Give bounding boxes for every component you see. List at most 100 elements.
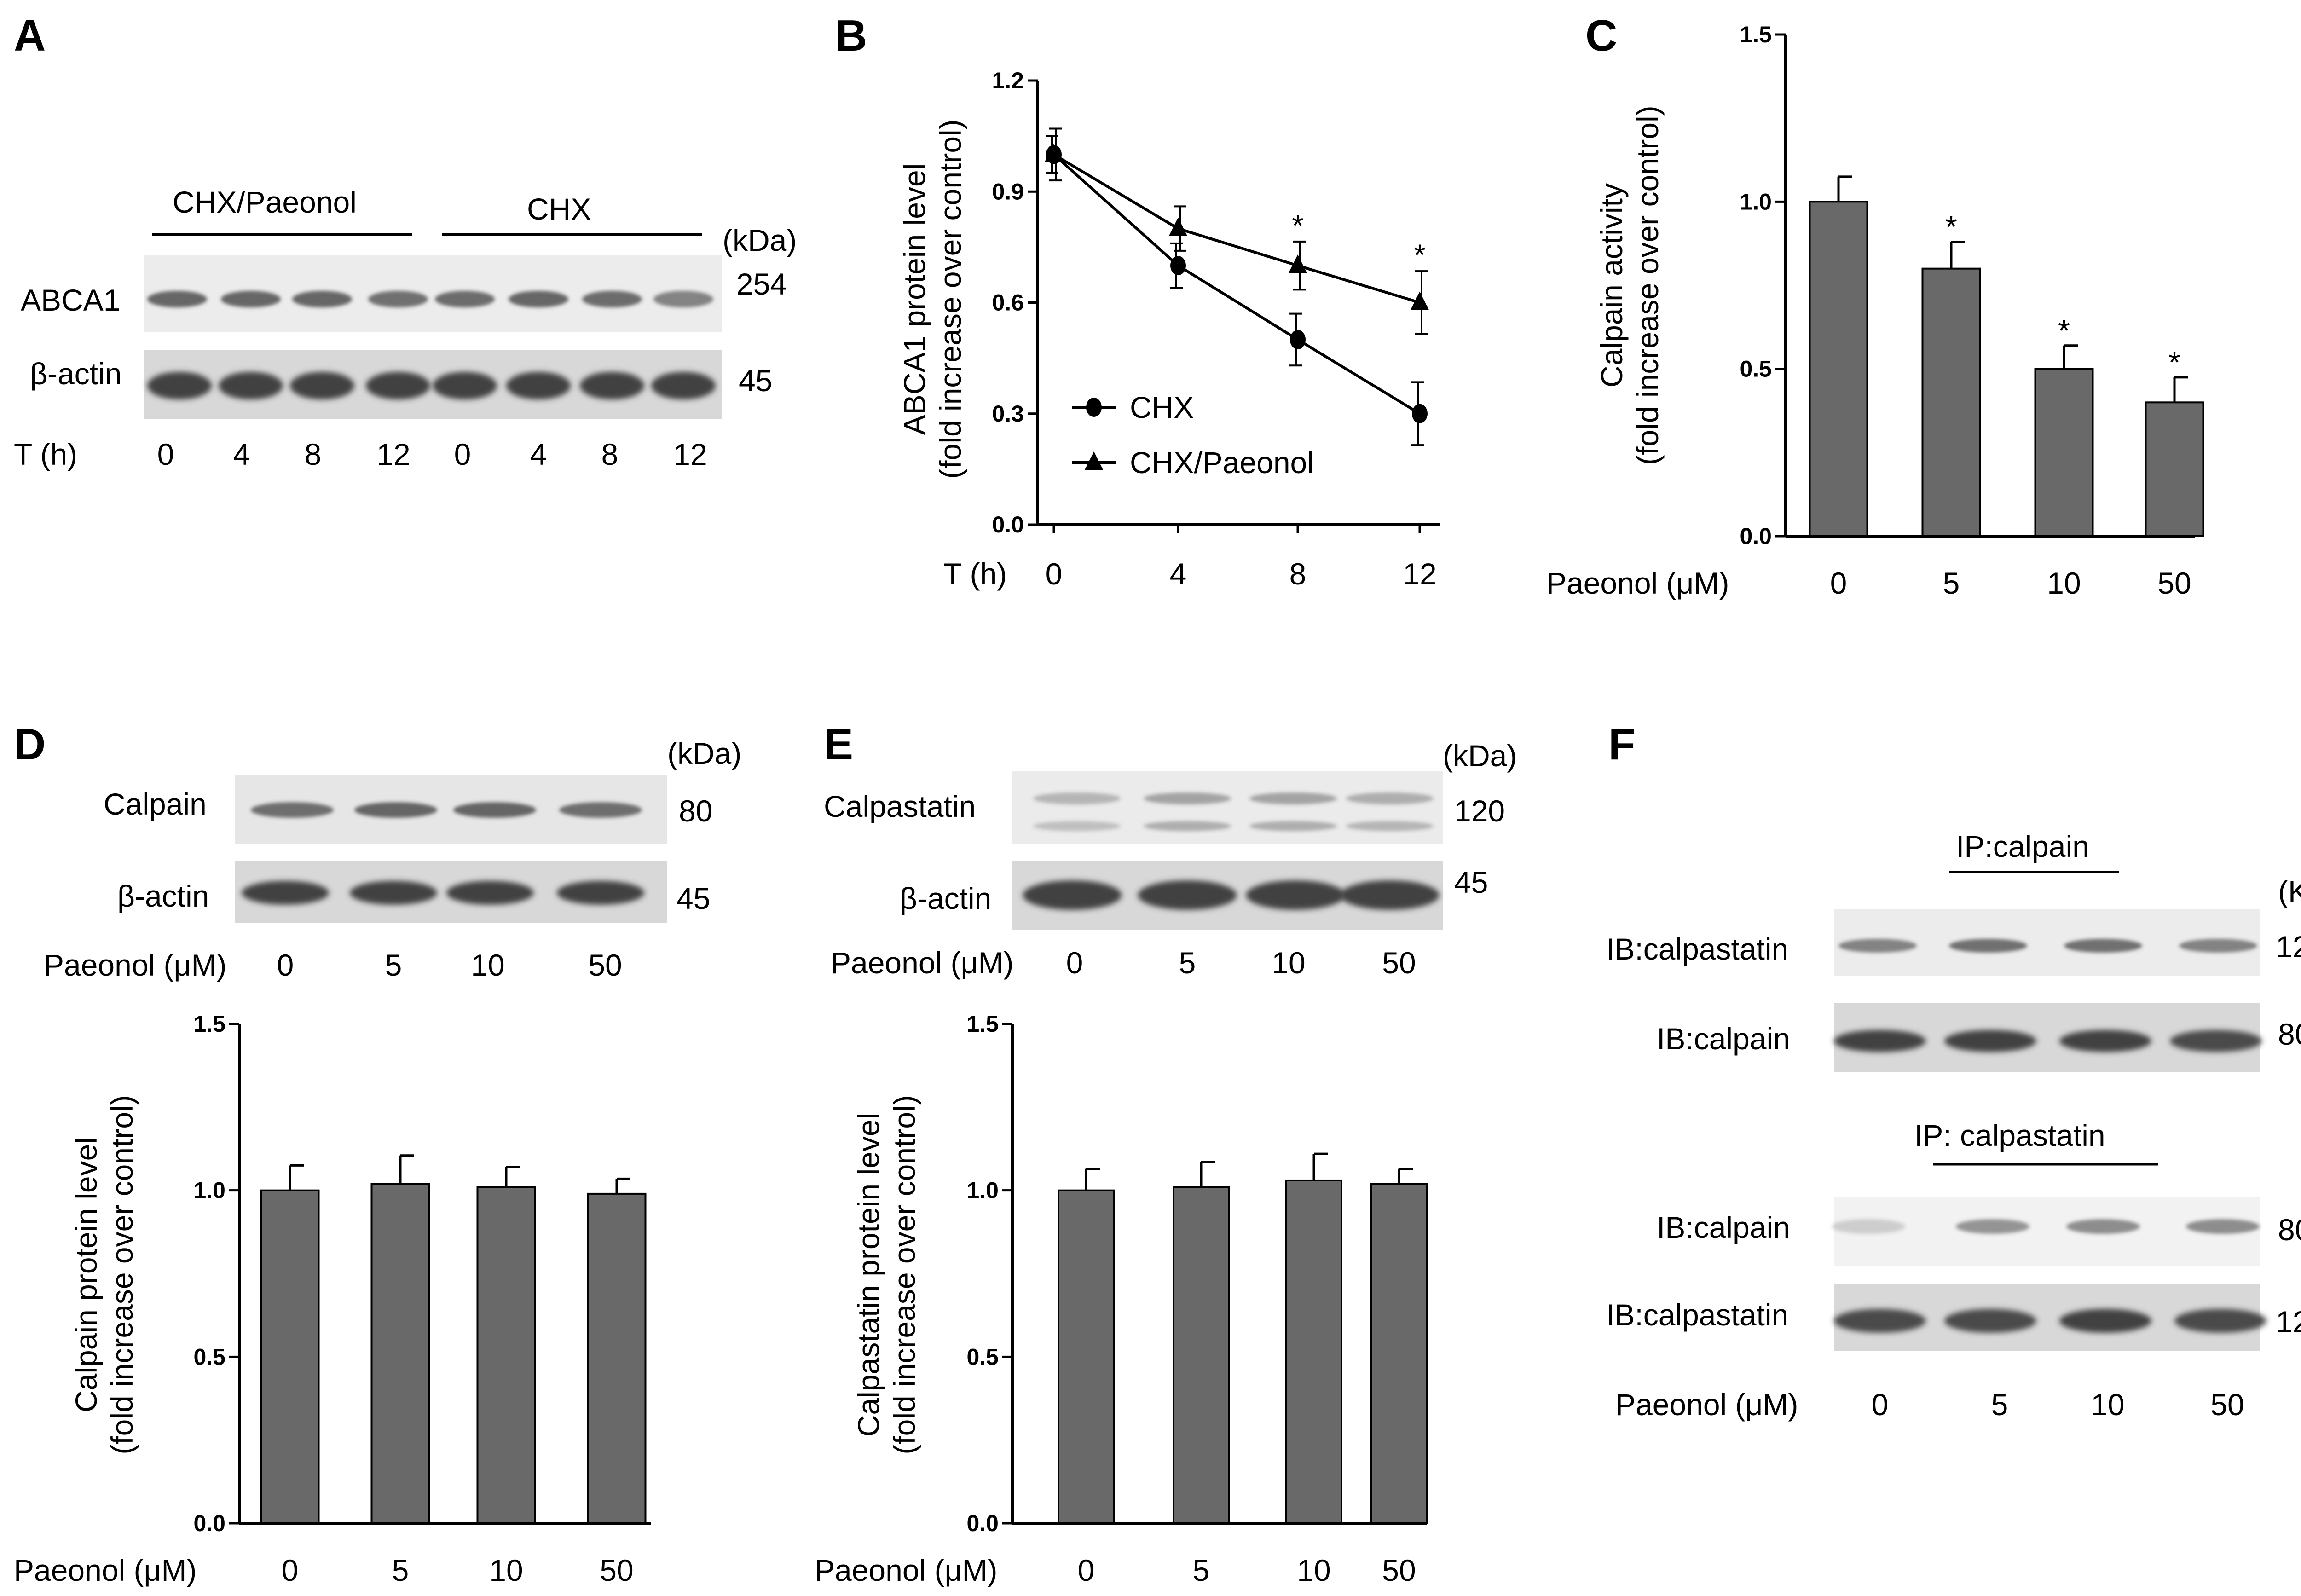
- blot-band: [1144, 821, 1231, 831]
- blot-band: [651, 372, 716, 399]
- panel-d-blot: (kDa) Calpain 80 β-actin 45 Paeonol (μM)…: [44, 736, 741, 982]
- blot-band: [2170, 1030, 2262, 1052]
- blot-band: [1138, 880, 1237, 910]
- y-axis-title-line: Calpain protein level: [69, 1137, 103, 1412]
- blot-band: [292, 291, 352, 307]
- blot-band: [251, 802, 334, 818]
- row-label-beta-actin: β-actin: [117, 879, 209, 913]
- blot-band: [2174, 1309, 2266, 1333]
- y-tick-label: 1.5: [193, 1011, 225, 1037]
- kda-header: (kDa): [1443, 739, 1517, 773]
- y-tick-label: 1.5: [1740, 22, 1772, 47]
- group-label-chx: CHX: [527, 192, 591, 226]
- significance-mark: *: [2168, 345, 2180, 379]
- data-point-circle: [1290, 330, 1306, 349]
- bands-calpastatin: [1033, 792, 1434, 831]
- x-tick-label: 10: [489, 1553, 523, 1587]
- x-tick-label: 50: [2157, 566, 2191, 600]
- blot-band: [368, 291, 428, 307]
- x-axis-title: Paeonol (μM): [14, 1553, 197, 1587]
- x-tick-label: 50: [600, 1553, 633, 1587]
- blot-band: [1144, 792, 1231, 804]
- blot-band: [1346, 792, 1434, 804]
- blot-band: [1944, 1309, 2036, 1333]
- blot-band: [1944, 1030, 2036, 1052]
- blot-strip-ib-calpain: [1834, 1197, 2260, 1266]
- x-tick-label: 0: [282, 1553, 299, 1587]
- kda-calpastatin: 120: [1454, 794, 1505, 828]
- kda-header: (kDa): [723, 223, 797, 257]
- blot-band: [290, 372, 354, 399]
- kda-ib-calpain: 80: [2278, 1017, 2301, 1051]
- group-label-chx-paeonol: CHX/Paeonol: [173, 185, 357, 219]
- row-label-ib-calpastatin: IB:calpastatin: [1606, 1298, 1788, 1332]
- row-label-beta-actin: β-actin: [900, 881, 991, 915]
- y-axis-title-line: Calpain activity: [1595, 183, 1629, 387]
- blot-band: [2179, 939, 2257, 953]
- lane-axis-label: T (h): [14, 437, 77, 471]
- lane-axis-label: Paeonol (μM): [44, 948, 227, 982]
- blot-band: [1838, 939, 1917, 953]
- y-tick-label: 1.0: [193, 1178, 225, 1203]
- bar: [1370, 1183, 1428, 1524]
- blot-band: [242, 881, 329, 905]
- blot-strip-calpastatin: [1012, 771, 1443, 844]
- blot-band: [2186, 1219, 2260, 1234]
- x-axis-title: Paeonol (μM): [815, 1553, 998, 1587]
- bands-beta-actin: [242, 881, 644, 905]
- y-tick-label: 0.0: [992, 512, 1024, 538]
- lane-label: 0: [1872, 1388, 1889, 1422]
- y-axis-title-line: (fold increase over control): [105, 1095, 139, 1454]
- lane-label: 4: [530, 437, 547, 471]
- ip-label-calpain: IP:calpain: [1956, 829, 2089, 863]
- data-point-circle: [1170, 256, 1186, 276]
- blot-band: [147, 291, 207, 307]
- y-tick-label: 0.9: [992, 179, 1024, 204]
- blot-band: [580, 372, 644, 399]
- blot-band: [2066, 1219, 2140, 1234]
- blot-band: [1249, 792, 1337, 804]
- data-point-circle: [1412, 404, 1428, 423]
- lane-axis-label: Paeonol (μM): [1615, 1388, 1798, 1422]
- y-axis-title-line: Calpastatin protein level: [851, 1113, 885, 1437]
- y-tick-label: 0.5: [966, 1344, 999, 1370]
- blot-band: [653, 291, 713, 307]
- panel-e-blot: (kDa) Calpastatin 120 β-actin 45 Paeonol…: [824, 739, 1517, 980]
- kda-header: (kDa): [667, 736, 741, 770]
- blot-band: [433, 372, 497, 399]
- lane-label: 12: [376, 437, 410, 471]
- blot-band: [2064, 939, 2142, 953]
- row-label-ib-calpain: IB:calpain: [1657, 1022, 1790, 1056]
- blot-band: [1832, 1219, 1905, 1234]
- bands-ib-calpain: [1832, 1219, 2260, 1234]
- lane-label: 10: [471, 948, 504, 982]
- blot-band: [1956, 1219, 2029, 1234]
- blot-band: [446, 881, 534, 905]
- blot-band: [557, 881, 644, 905]
- lane-label: 5: [385, 948, 402, 982]
- lane-label: 0: [454, 437, 471, 471]
- ip-label-calpastatin: IP: calpastatin: [1914, 1118, 2105, 1152]
- lane-label: 10: [1272, 946, 1305, 980]
- lane-label: 5: [1179, 946, 1196, 980]
- y-axis-title: Calpain activity(fold increase over cont…: [1595, 105, 1665, 465]
- legend-marker-triangle: [1085, 451, 1103, 470]
- data-point-triangle: [1411, 291, 1429, 310]
- bar: [260, 1189, 320, 1525]
- significance-mark: *: [2058, 313, 2070, 347]
- x-tick-label: 10: [1297, 1553, 1330, 1587]
- bar: [1809, 201, 1868, 538]
- series-line-chx-paeonol: [1053, 153, 1420, 304]
- x-tick-label: 12: [1403, 557, 1436, 591]
- bar: [476, 1186, 536, 1524]
- blot-band: [435, 291, 495, 307]
- panel-label-a: A: [14, 11, 46, 60]
- y-axis-title: Calpastatin protein level(fold increase …: [851, 1095, 921, 1454]
- panel-label-e: E: [824, 720, 853, 769]
- bar: [1921, 267, 1981, 537]
- lane-label: 10: [2091, 1388, 2124, 1422]
- chart-b: 0.0 0.3 0.6 0.9 1.2 0 4 8 12 T (h) ABCA1 protein l…: [897, 68, 1440, 591]
- blot-band: [1949, 939, 2027, 953]
- lane-label: 50: [2210, 1388, 2244, 1422]
- lane-label: 8: [305, 437, 322, 471]
